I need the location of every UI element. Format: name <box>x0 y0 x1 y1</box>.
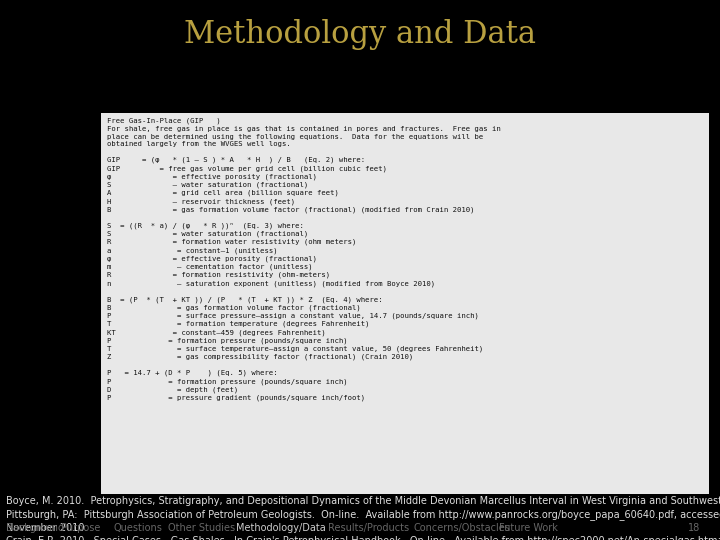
Text: Other Studies: Other Studies <box>168 523 235 533</box>
Text: Free Gas-In-Place (GIP   )
For shale, free gas in place is gas that is contained: Free Gas-In-Place (GIP ) For shale, free… <box>107 118 500 401</box>
Text: Methodology and Data: Methodology and Data <box>184 19 536 50</box>
Text: Boyce, M. 2010.  Petrophysics, Stratigraphy, and Depositional Dynamics of the Mi: Boyce, M. 2010. Petrophysics, Stratigrap… <box>6 496 720 533</box>
Text: Questions: Questions <box>114 523 163 533</box>
Text: Results/Products: Results/Products <box>328 523 409 533</box>
Text: Background: Background <box>6 523 64 533</box>
FancyBboxPatch shape <box>101 113 709 494</box>
Text: Crain, E.R. 2010.  Special Cases—Gas Shales.  In Crain's Petrophysical Handbook.: Crain, E.R. 2010. Special Cases—Gas Shal… <box>6 536 720 540</box>
Text: Purpose: Purpose <box>61 523 101 533</box>
Text: Concerns/Obstacles: Concerns/Obstacles <box>413 523 510 533</box>
Text: 18: 18 <box>688 523 700 533</box>
Text: Methodology/Data: Methodology/Data <box>236 523 326 533</box>
Text: Future Work: Future Work <box>499 523 558 533</box>
